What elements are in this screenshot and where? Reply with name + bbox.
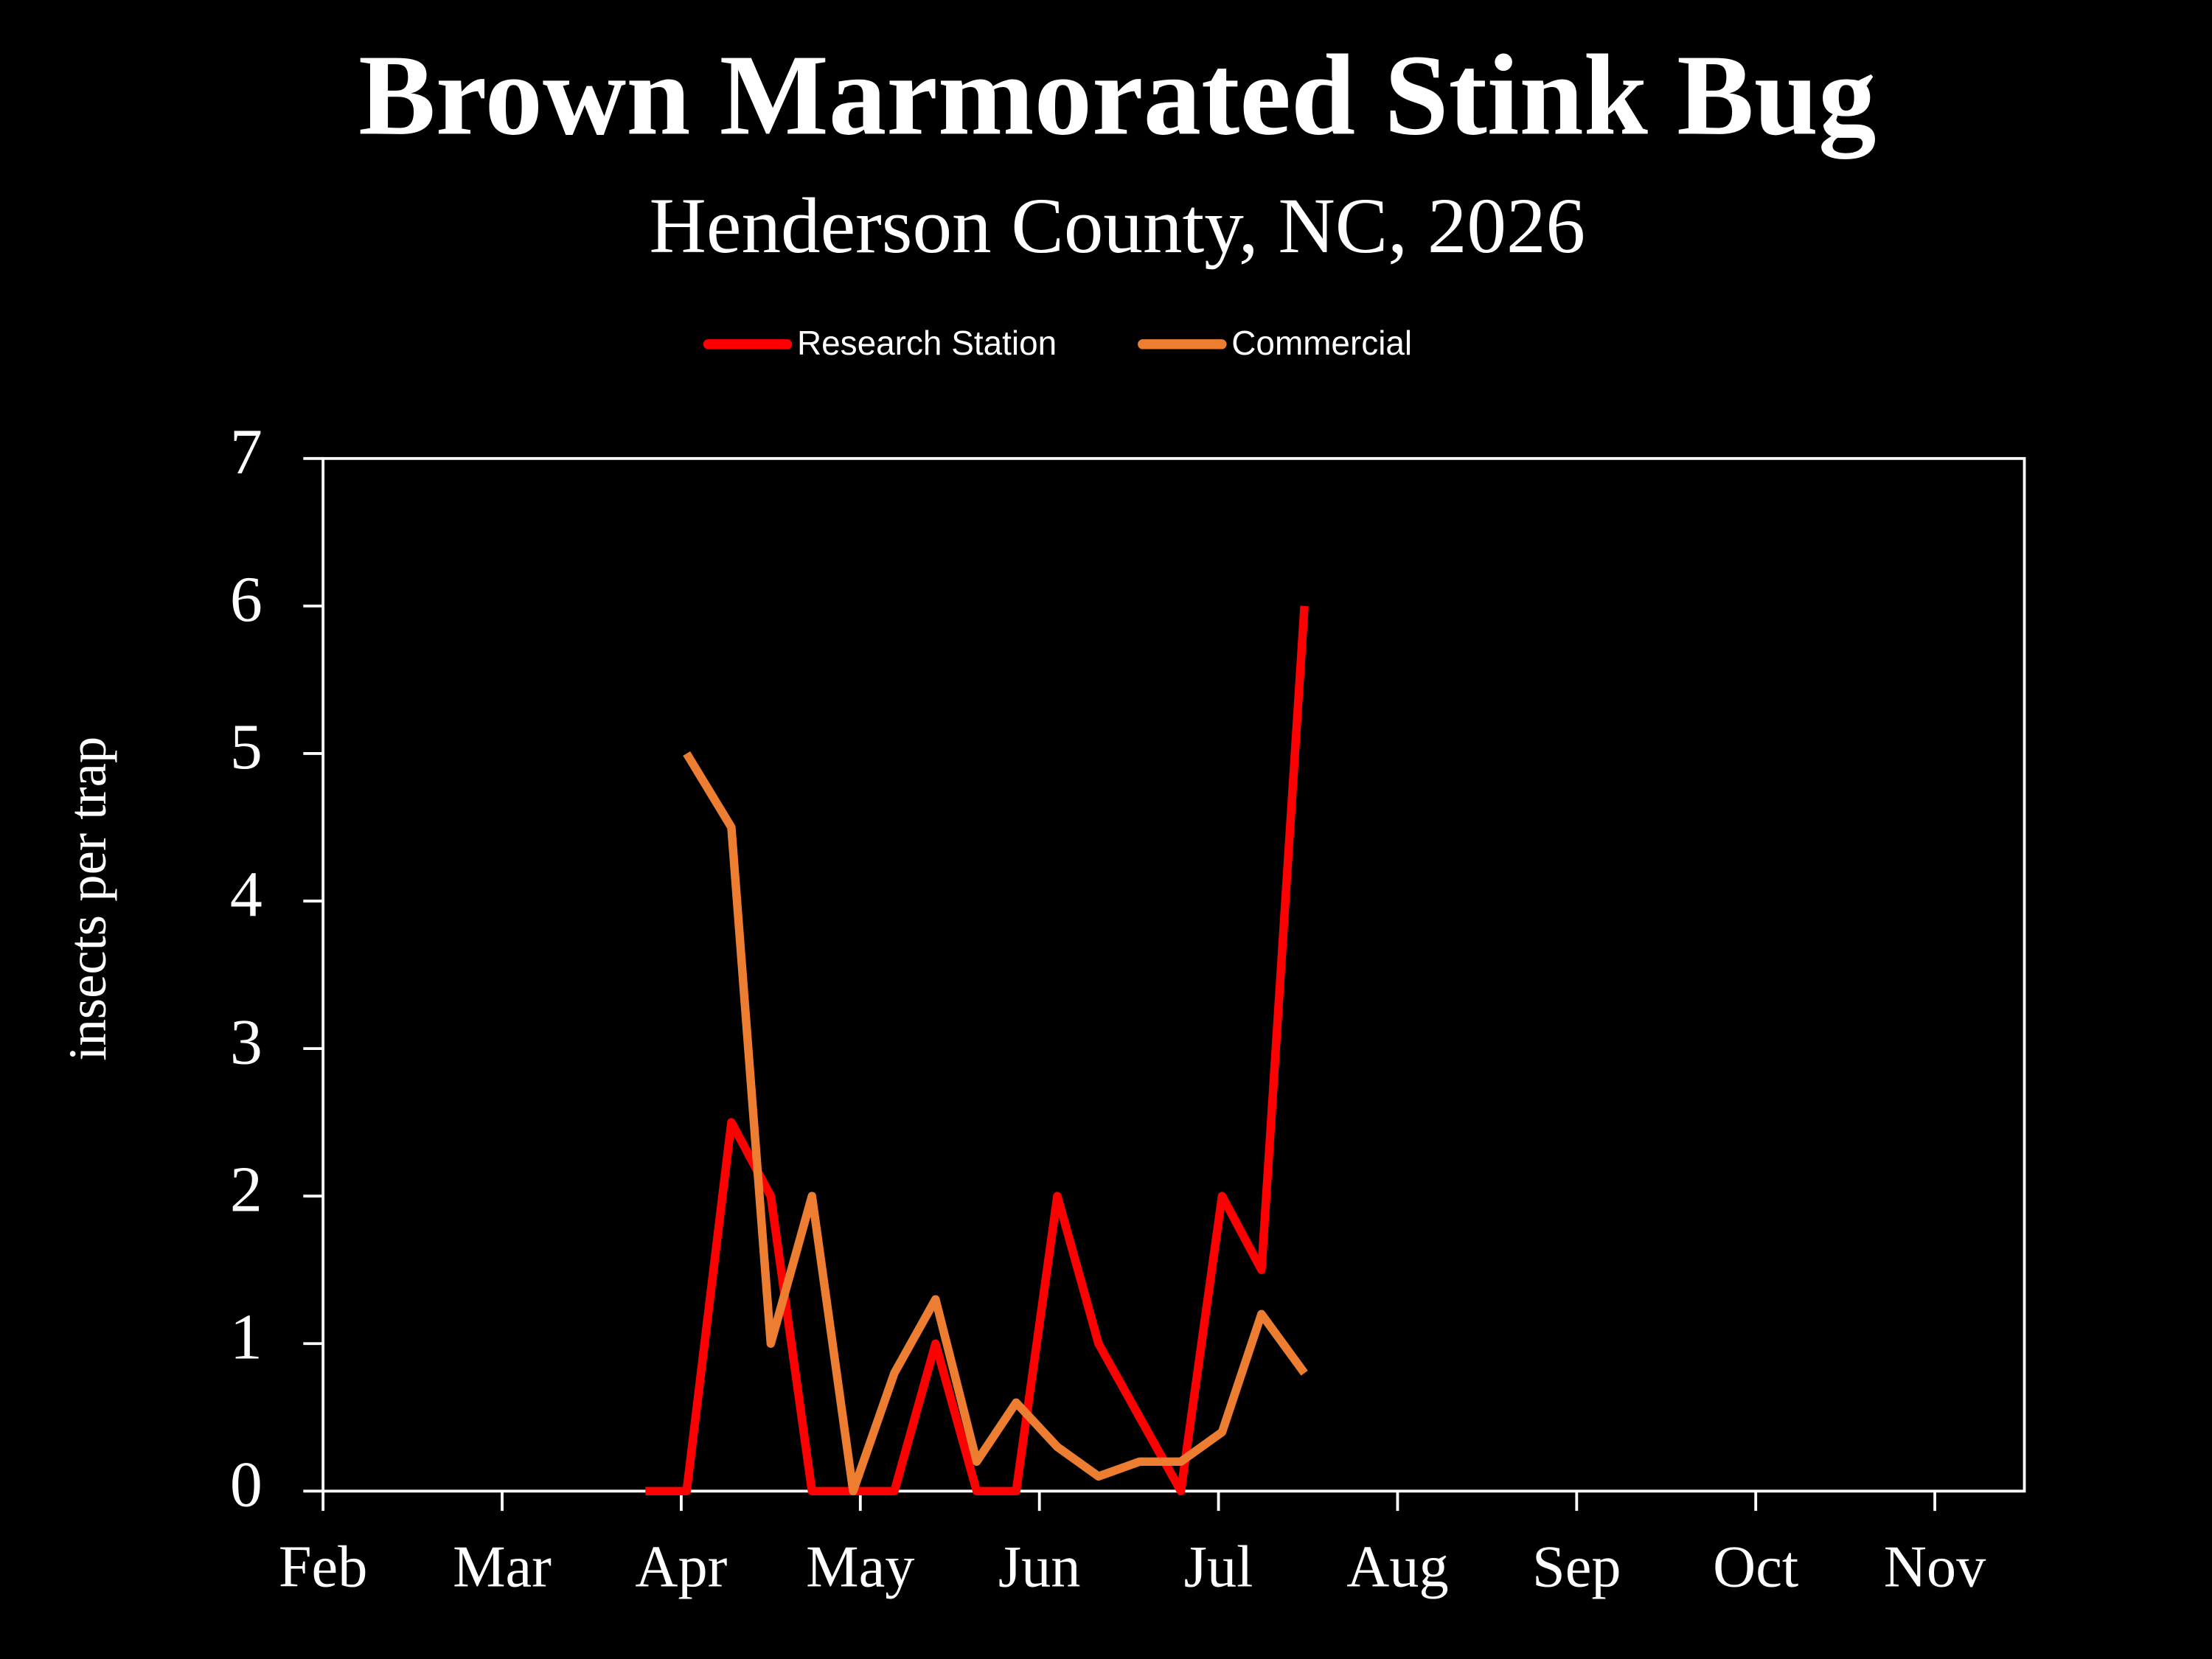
legend: Research Station Commercial [703, 324, 1412, 362]
legend-label: Commercial [1231, 324, 1412, 362]
y-tick-label: 2 [230, 1154, 262, 1225]
y-tick-label: 1 [230, 1301, 262, 1373]
x-tick-label: Oct [1713, 1534, 1798, 1600]
chart-title: Brown Marmorated Stink Bug [358, 30, 1876, 159]
x-tick-label: Jun [998, 1534, 1081, 1600]
legend-label: Research Station [797, 324, 1057, 362]
x-tick-label: Apr [635, 1534, 727, 1600]
x-tick-label: Sep [1532, 1534, 1621, 1600]
y-tick-label: 4 [230, 859, 262, 931]
plot-frame [321, 456, 2026, 1493]
x-tick-label: Feb [279, 1534, 368, 1600]
x-tick-label: May [806, 1534, 914, 1600]
y-tick-label: 0 [230, 1450, 262, 1521]
y-axis-label: insects per trap [58, 737, 117, 1061]
y-tick-label: 3 [230, 1006, 262, 1078]
x-tick-label: Mar [453, 1534, 552, 1600]
y-tick-label: 6 [230, 564, 262, 636]
x-tick-label: Aug [1346, 1534, 1448, 1600]
y-tick-label: 7 [230, 417, 262, 488]
y-tick-label: 5 [230, 712, 262, 783]
chart-subtitle: Henderson County, NC, 2026 [650, 183, 1586, 270]
data-line [683, 751, 1308, 1496]
x-tick-label: Jul [1184, 1534, 1253, 1600]
x-tick-label: Nov [1884, 1534, 1986, 1600]
